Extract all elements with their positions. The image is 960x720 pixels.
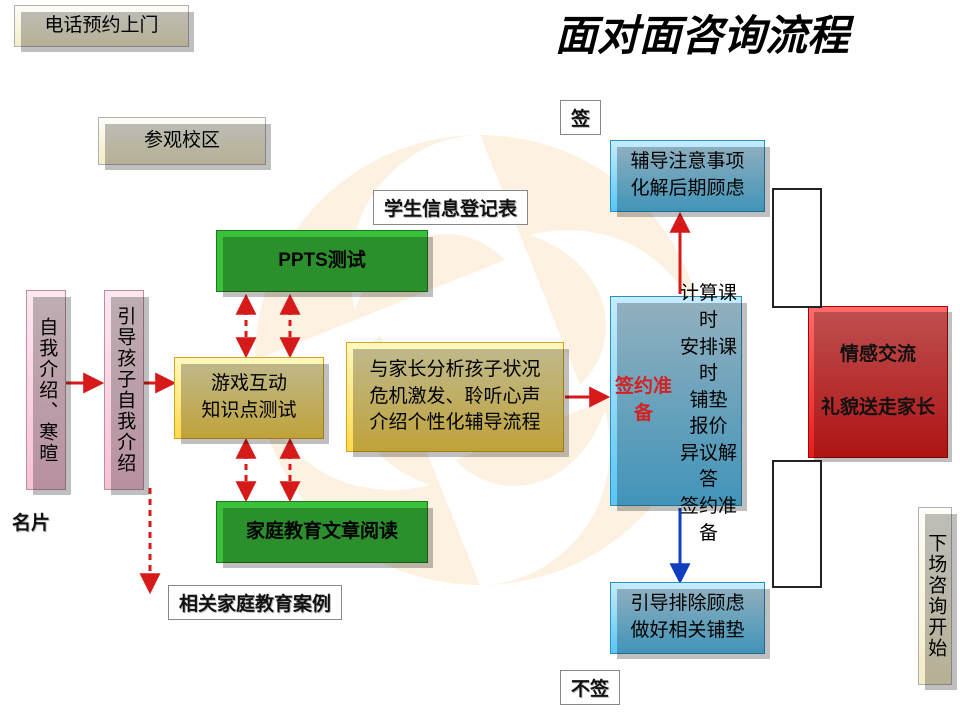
box-next: 下场咨询开始 [918,507,952,685]
box-outline2 [772,460,822,588]
box-ppts: PPTS测试 [216,230,428,292]
box-guide: 引导孩子自我介绍 [104,290,144,490]
box-self: 自我介绍、寒暄 [26,290,66,490]
box-emotion: 情感交流礼貌送走家长 [808,306,948,458]
box-advice: 辅导注意事项化解后期顾虑 [610,140,765,212]
box-campus: 参观校区 [98,117,266,165]
label-card: 名片 [12,508,50,535]
box-exclude: 引导排除顾虑做好相关铺垫 [610,582,765,654]
page-title: 面对面咨询流程 [555,2,849,63]
box-outline1 [772,188,822,308]
label-nosign: 不签 [560,670,620,705]
box-contract: 签约准备计算课时安排课时铺垫报价异议解答签约准备 [610,296,742,506]
box-phone: 电话预约上门 [14,5,189,47]
box-game: 游戏互动知识点测试 [174,357,324,439]
box-analysis: 与家长分析孩子状况危机激发、聆听心声介绍个性化辅导流程 [346,342,564,452]
label-student-form: 学生信息登记表 [373,190,528,225]
label-sign: 签 [560,100,601,135]
label-family-cases: 相关家庭教育案例 [168,585,342,620]
box-reading: 家庭教育文章阅读 [216,501,428,563]
